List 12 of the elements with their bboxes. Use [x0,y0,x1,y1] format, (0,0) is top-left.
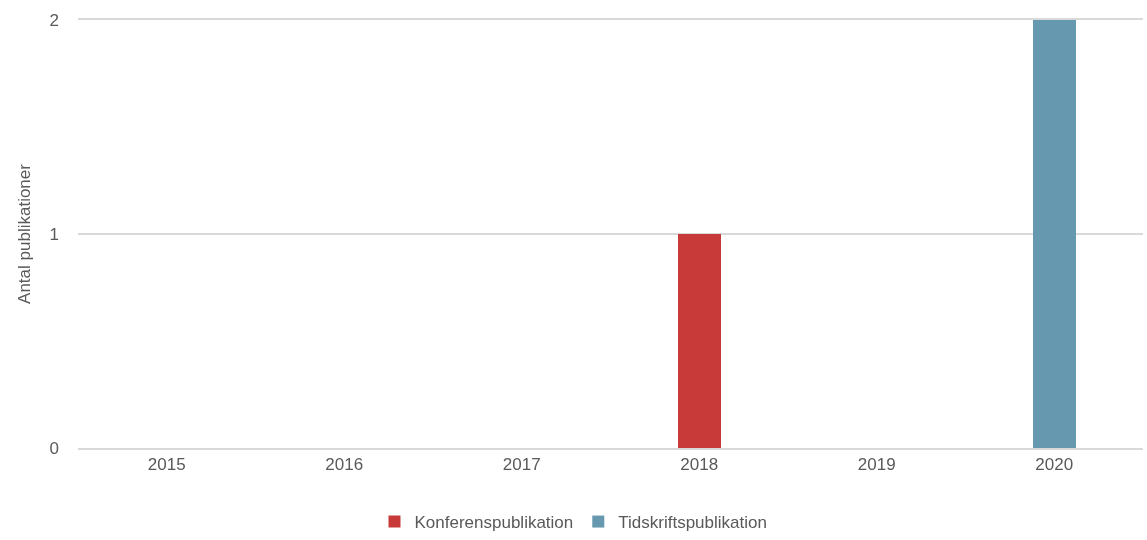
y-axis-title: Antal publikationer [15,163,35,304]
y-tick-label: 1 [49,224,59,244]
x-tick-label: 2018 [680,455,719,475]
legend-label: Konferenspublikation [414,513,574,533]
x-tick-label: 2020 [1035,455,1074,475]
legend-label: Tidskriftspublikation [618,513,767,533]
x-tick-label: 2015 [147,455,186,475]
x-tick-label: 2019 [857,455,896,475]
y-tick-label: 0 [49,438,59,458]
x-tick-label: 2017 [502,455,541,475]
x-tick-label: 2016 [325,455,364,475]
y-tick-label: 2 [49,10,59,30]
